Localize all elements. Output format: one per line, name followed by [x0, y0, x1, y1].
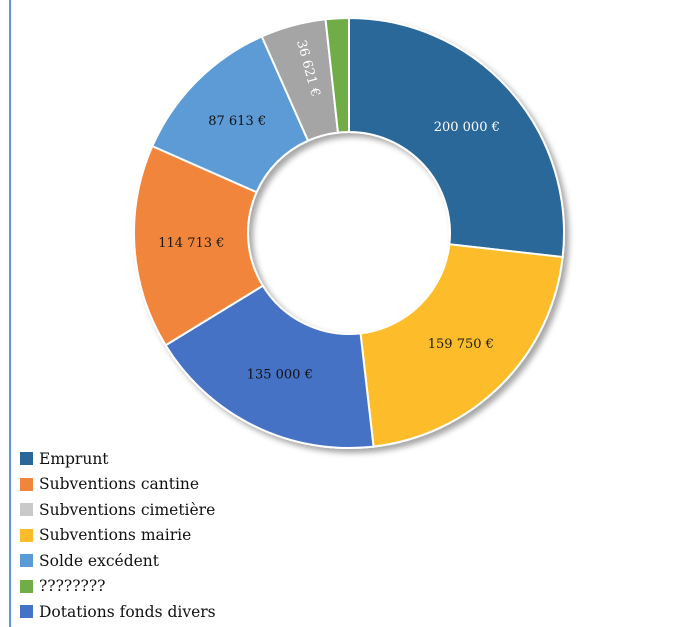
- donut-slice-subventions-mairie: [359, 243, 564, 448]
- donut-slice-dotations-fonds-divers: [164, 284, 375, 449]
- donut-slice-unlabeled: [324, 16, 350, 134]
- chart-legend: Emprunt Subventions cantine Subventions ci…: [20, 446, 216, 625]
- legend-label: Subventions cantine: [39, 475, 200, 494]
- legend-item-dotations-fonds-divers: Dotations fonds divers: [20, 599, 216, 625]
- data-label-subventions-cantine: 114 713 €: [158, 236, 224, 251]
- legend-swatch: [20, 503, 33, 517]
- legend-item-subventions-mairie: Subventions mairie: [20, 523, 216, 549]
- legend-swatch: [20, 477, 33, 491]
- legend-swatch: [20, 579, 33, 593]
- legend-label: Emprunt: [39, 449, 109, 468]
- donut-slice-emprunt: [348, 16, 565, 259]
- legend-label: ????????: [39, 577, 106, 596]
- legend-swatch: [20, 554, 33, 568]
- legend-label: Subventions mairie: [39, 526, 192, 545]
- legend-swatch: [20, 605, 33, 619]
- donut-slice-subventions-cantine: [133, 144, 265, 347]
- legend-swatch: [20, 452, 33, 466]
- labels-layer: 200 000 € 159 750 € 135 000 € 114 713 € 87 6…: [158, 39, 500, 383]
- data-label-solde-excedent: 87 613 €: [208, 114, 266, 129]
- legend-swatch: [20, 528, 33, 542]
- legend-item-unlabeled: ????????: [20, 574, 216, 600]
- legend-item-emprunt: Emprunt: [20, 446, 216, 472]
- legend-item-subventions-cantine: Subventions cantine: [20, 472, 216, 498]
- legend-label: Dotations fonds divers: [39, 602, 216, 621]
- legend-item-subventions-cimetiere: Subventions cimetière: [20, 497, 216, 523]
- slices-layer: [133, 16, 565, 449]
- legend-label: Subventions cimetière: [39, 500, 216, 519]
- legend-item-solde-excedent: Solde excédent: [20, 548, 216, 574]
- data-label-dotations-fonds-divers: 135 000 €: [247, 368, 313, 383]
- legend-label: Solde excédent: [39, 551, 160, 570]
- data-label-subventions-mairie: 159 750 €: [428, 337, 494, 352]
- data-label-emprunt: 200 000 €: [434, 120, 500, 135]
- left-border-rule: [9, 0, 11, 627]
